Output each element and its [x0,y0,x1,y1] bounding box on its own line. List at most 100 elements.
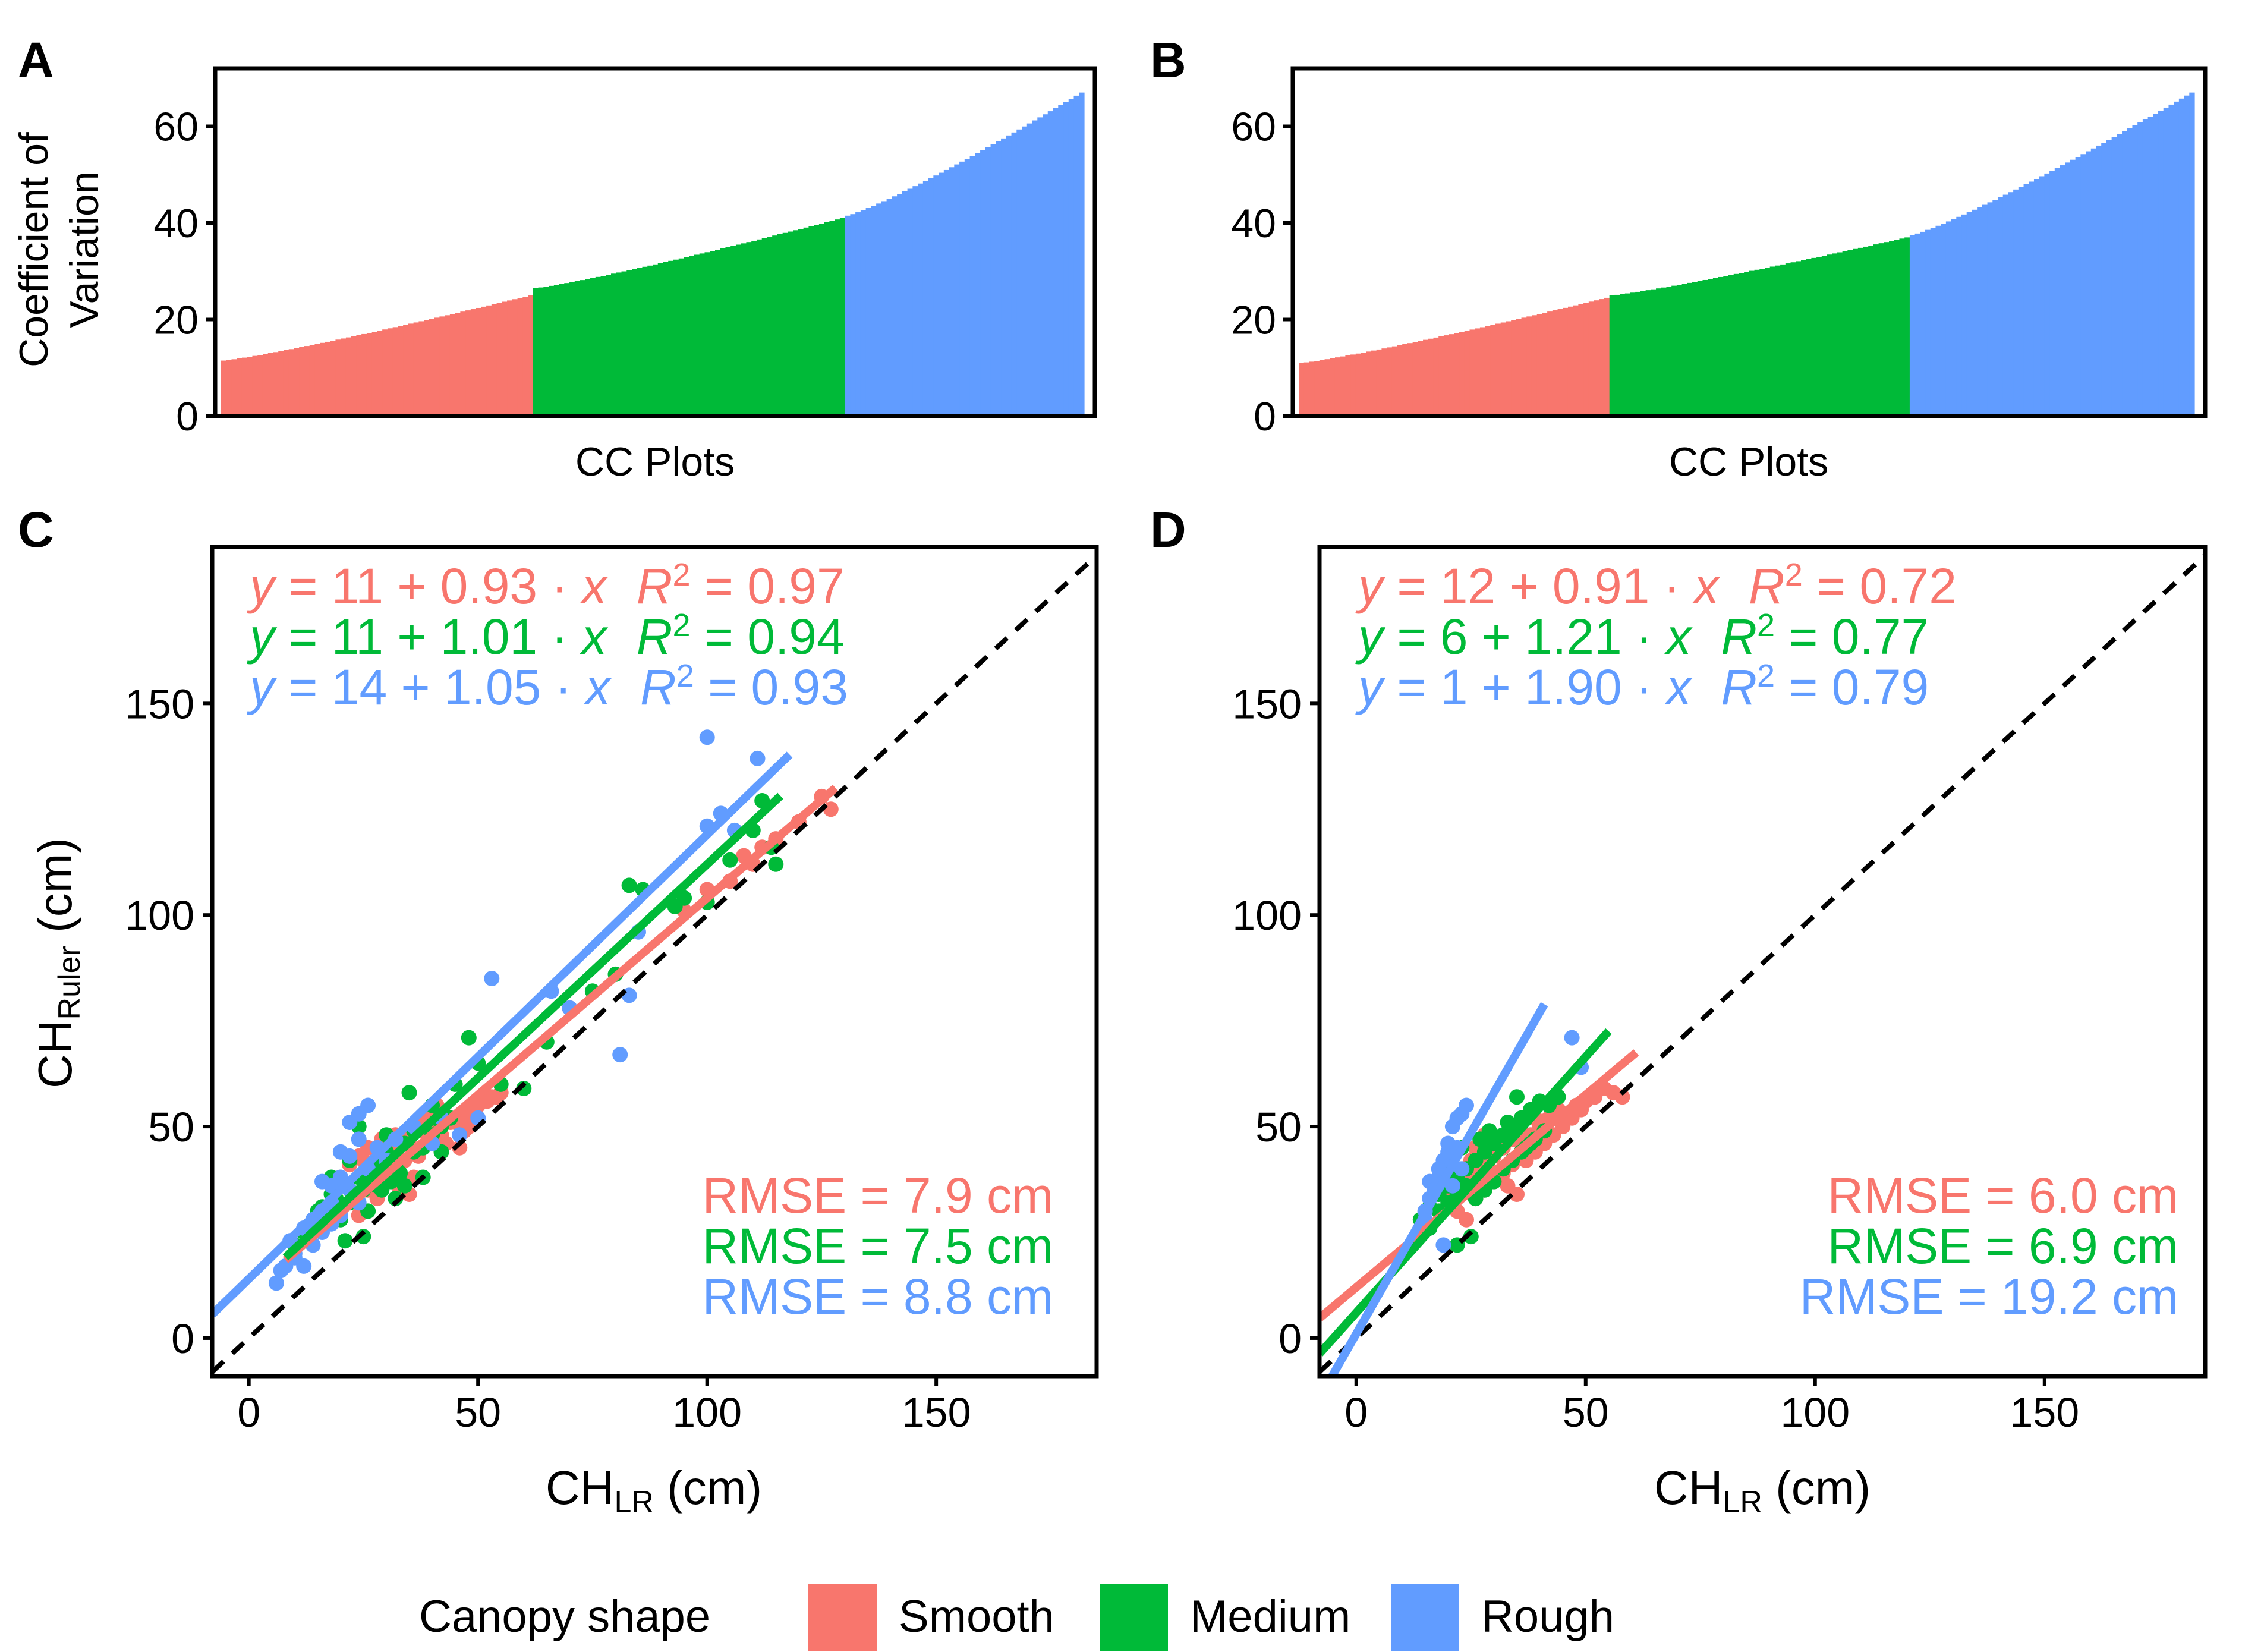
bar-medium [1863,246,1869,416]
bar-rough [939,172,944,416]
bar-smooth [1475,328,1481,416]
bar-rough [2033,178,2040,416]
bar-medium [1853,248,1859,416]
panel-d-rmse-rough: RMSE = 19.2 cm [1800,1269,2178,1324]
eq-x: x [1664,609,1693,665]
bar-rough [2044,173,2050,416]
bar-smooth [1340,356,1346,416]
bar-medium [1635,291,1641,416]
bar-smooth [361,333,367,416]
bar-rough [2086,151,2092,416]
bar-smooth [226,360,232,416]
eq-rhs: = 1 + 1.90 · [1383,659,1666,715]
bar-smooth [1588,301,1595,416]
bar-rough [922,181,929,416]
bar-medium [1656,288,1662,416]
bar-smooth [1531,315,1538,416]
panel-d-rmse-smooth: RMSE = 6.0 cm [1827,1168,2178,1223]
eq-r: R [637,609,673,665]
bar-smooth [1391,346,1398,416]
panel-label-b: B [1150,32,1186,88]
bar-medium [1796,261,1802,416]
eq-x: x [1664,659,1693,715]
bar-rough [892,196,898,416]
bar-medium [1811,257,1817,416]
bar-medium [616,272,622,416]
panel-c-x-axis-title: CHLR (cm) [546,1461,762,1519]
panel-c-frame [210,545,1099,1379]
bar-smooth [1542,313,1548,416]
bar-smooth [278,351,284,416]
bar-smooth [522,297,528,416]
bar-medium [574,281,581,416]
bar-smooth [351,336,357,416]
bar-smooth [252,355,258,416]
bar-rough [1001,138,1007,416]
y-tick-label: 50 [148,1104,194,1150]
panel-d-rmse-medium: RMSE = 6.9 cm [1827,1218,2178,1274]
bar-medium [756,239,763,416]
bar-smooth [325,341,331,416]
bar-rough [1914,233,1920,416]
bar-smooth [1464,331,1470,416]
bar-smooth [403,325,409,416]
bar-medium [673,259,679,416]
y-tick-label: 150 [1232,681,1302,727]
bar-rough [2029,181,2035,416]
bar-rough [1972,209,1978,416]
bar-medium [1620,294,1626,416]
point-rough [1459,1097,1474,1113]
bar-smooth [267,353,274,416]
bar-rough [1063,102,1069,416]
bar-smooth [1397,345,1403,416]
bar-rough [2132,125,2138,417]
eq-r-sup: 2 [1785,557,1803,593]
point-medium [1509,1089,1525,1105]
bar-smooth [1500,322,1507,416]
bar-medium [538,287,544,416]
bar-rough [1022,126,1028,416]
bar-rough [975,153,981,416]
bar-rough [2153,114,2159,416]
bar-smooth [1485,326,1491,416]
bar-medium [668,260,674,416]
bar-smooth [496,303,502,416]
bar-medium [663,262,669,416]
bar-rough [2163,107,2169,417]
bar-rough [2127,128,2133,417]
bar-rough [1079,92,1085,417]
bar-medium [735,244,742,416]
bar-rough [855,212,861,416]
bar-smooth [491,304,497,416]
bar-rough [1977,207,1983,416]
x-title-sub: LR [614,1485,653,1519]
bar-medium [1723,276,1729,416]
point-medium [401,1085,417,1101]
legend-swatch-smooth [808,1584,877,1651]
bar-smooth [320,342,326,416]
panel-a-y-axis-title-line2: Variation [62,171,107,328]
eq-r: R [640,659,676,715]
bar-smooth [1563,307,1569,416]
bar-medium [1832,253,1838,416]
point-medium [768,856,784,872]
bar-smooth [1567,306,1574,416]
point-medium [461,1030,477,1046]
bar-smooth [408,323,414,416]
bar-rough [2008,192,2014,416]
x-tick-label: 50 [1563,1389,1609,1436]
bar-medium [1759,269,1765,416]
panel-c-equation-medium: y = 11 + 1.01 · x R2 = 0.94 [247,608,845,665]
bar-medium [751,240,757,416]
x-tick-label: 100 [672,1389,742,1436]
bar-smooth [304,346,310,416]
bar-rough [902,191,908,416]
x-title-main: CH [546,1461,615,1514]
panel-d-frame [1317,545,2208,1379]
bar-medium [637,268,643,416]
bar-medium [1708,279,1714,416]
bar-medium [689,256,695,416]
bar-medium [1666,287,1672,416]
bar-smooth [1361,353,1366,416]
